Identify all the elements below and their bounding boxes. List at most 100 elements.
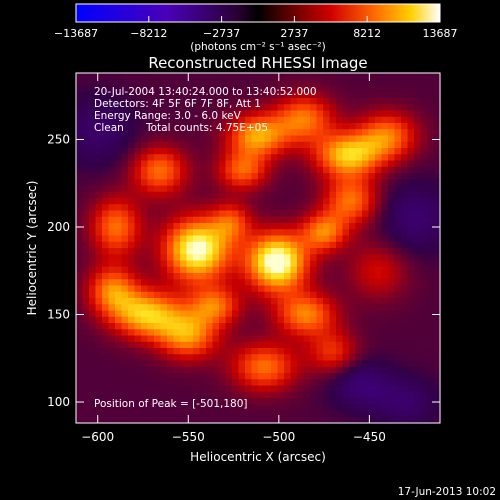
heatmap-cell <box>258 79 266 87</box>
heatmap-cell <box>433 304 441 312</box>
heatmap-cell <box>336 398 344 405</box>
heatmap-cell <box>173 291 181 299</box>
heatmap-cell <box>102 385 110 393</box>
heatmap-cell <box>394 354 402 362</box>
heatmap-cell <box>407 160 415 168</box>
heatmap-cell <box>414 366 422 374</box>
heatmap-cell <box>401 323 409 330</box>
heatmap-cell <box>245 110 253 118</box>
heatmap-cell <box>258 110 266 118</box>
heatmap-cell <box>238 360 246 368</box>
heatmap-cell <box>219 404 227 412</box>
heatmap-cell <box>290 260 298 268</box>
heatmap-cell <box>160 104 168 112</box>
heatmap-cell <box>212 210 220 218</box>
heatmap-cell <box>284 266 292 274</box>
heatmap-cell <box>277 229 285 237</box>
heatmap-cell <box>134 154 142 162</box>
heatmap-cell <box>355 79 363 87</box>
heatmap-cell <box>368 148 376 155</box>
heatmap-cell <box>375 254 383 262</box>
heatmap-cell <box>349 291 357 299</box>
heatmap-cell <box>225 248 233 255</box>
heatmap-cell <box>167 154 175 162</box>
heatmap-cell <box>206 185 214 193</box>
heatmap-cell <box>336 260 344 268</box>
heatmap-cell <box>362 179 370 187</box>
heatmap-cell <box>433 360 441 368</box>
heatmap-cell <box>89 229 97 237</box>
heatmap-cell <box>154 79 162 87</box>
heatmap-cell <box>323 379 331 387</box>
heatmap-cell <box>420 223 428 230</box>
heatmap-cell <box>232 373 240 380</box>
heatmap-cell <box>128 185 136 193</box>
heatmap-cell <box>349 141 357 149</box>
heatmap-cell <box>290 210 298 218</box>
heatmap-cell <box>147 335 155 343</box>
heatmap-cell <box>245 141 253 149</box>
heatmap-cell <box>297 379 305 387</box>
heatmap-cell <box>199 204 207 212</box>
heatmap-cell <box>238 229 246 237</box>
heatmap-cell <box>342 266 350 274</box>
heatmap-cell <box>180 360 188 368</box>
heatmap-cell <box>420 398 428 405</box>
heatmap-cell <box>388 241 396 249</box>
heatmap-cell <box>108 391 116 399</box>
heatmap-cell <box>264 254 272 262</box>
heatmap-cell <box>303 398 311 405</box>
heatmap-cell <box>420 79 428 87</box>
heatmap-cell <box>199 223 207 230</box>
heatmap-cell <box>245 291 253 299</box>
heatmap-cell <box>167 304 175 312</box>
heatmap-cell <box>232 298 240 305</box>
heatmap-cell <box>323 179 331 187</box>
heatmap-cell <box>89 148 97 155</box>
heatmap-cell <box>420 354 428 362</box>
heatmap-cell <box>206 123 214 130</box>
heatmap-cell <box>342 79 350 87</box>
heatmap-cell <box>219 116 227 124</box>
heatmap-cell <box>362 329 370 337</box>
heatmap-cell <box>329 160 337 168</box>
heatmap-cell <box>206 110 214 118</box>
heatmap-cell <box>388 204 396 212</box>
heatmap-cell <box>316 266 324 274</box>
heatmap-cell <box>128 360 136 368</box>
heatmap-cell <box>212 179 220 187</box>
heatmap-cell <box>427 223 435 230</box>
heatmap-cell <box>115 148 123 155</box>
heatmap-cell <box>258 98 266 105</box>
heatmap-cell <box>258 304 266 312</box>
heatmap-cell <box>342 210 350 218</box>
heatmap-cell <box>147 391 155 399</box>
heatmap-cell <box>277 266 285 274</box>
heatmap-cell <box>225 191 233 199</box>
heatmap-cell <box>76 241 84 249</box>
heatmap-cell <box>290 204 298 212</box>
heatmap-cell <box>264 241 272 249</box>
heatmap-cell <box>115 260 123 268</box>
heatmap-cell <box>329 204 337 212</box>
heatmap-cell <box>225 73 233 80</box>
heatmap-cell <box>251 154 259 162</box>
heatmap-cell <box>212 223 220 230</box>
heatmap-cell <box>199 360 207 368</box>
heatmap-cell <box>355 229 363 237</box>
heatmap-cell <box>427 73 435 80</box>
heatmap-cell <box>76 391 84 399</box>
heatmap-cell <box>102 354 110 362</box>
heatmap-cell <box>277 191 285 199</box>
heatmap-cell <box>323 373 331 380</box>
heatmap-cell <box>349 223 357 230</box>
heatmap-cell <box>173 335 181 343</box>
heatmap-cell <box>368 335 376 343</box>
heatmap-cell <box>219 198 227 205</box>
heatmap-cell <box>433 391 441 399</box>
heatmap-cell <box>336 104 344 112</box>
heatmap-cell <box>290 341 298 349</box>
heatmap-cell <box>303 348 311 355</box>
heatmap-cell <box>82 348 90 355</box>
heatmap-cell <box>427 91 435 99</box>
